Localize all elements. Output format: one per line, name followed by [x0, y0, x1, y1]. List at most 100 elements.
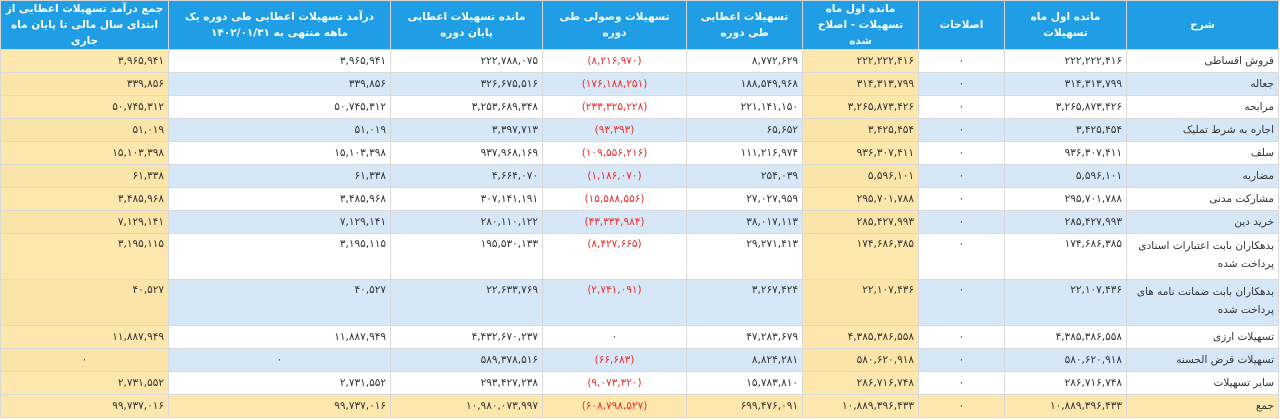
table-row: ۰ ۰ ۵۸۹,۳۷۸,۵۱۶ (۶۶,۶۸۳) ۸,۸۲۴,۲۸۱ ۵۸۰,۶۲۰,۹۱…	[0, 348, 1279, 372]
cell-granted: ۲۹,۲۷۱,۴۱۳	[686, 233, 803, 280]
cell-collected: (۴۳,۳۳۴,۹۸۴)	[542, 210, 687, 234]
cell-granted: ۶۹۹,۴۷۶,۰۹۱	[686, 394, 803, 418]
cell-adjustments: ۰	[918, 141, 1005, 165]
cell-opening-balance: ۵۸۰,۶۲۰,۹۱۸	[1004, 348, 1127, 372]
cell-description: سایر تسهیلات	[1126, 371, 1279, 395]
cell-collected: (۸,۲۱۶,۹۷۰)	[542, 49, 687, 73]
cell-income-month: ۱۱,۸۸۷,۹۴۹	[168, 325, 391, 349]
cell-adjustments: ۰	[918, 72, 1005, 96]
cell-granted: ۱۱۱,۲۱۶,۹۷۴	[686, 141, 803, 165]
cell-closing-balance: ۳۰۷,۱۴۱,۱۹۱	[390, 187, 543, 211]
cell-description: تسهیلات قرض الحسنه	[1126, 348, 1279, 372]
header-opening-balance: مانده اول ماه تسهیلات	[1004, 0, 1127, 50]
cell-granted: ۱۸۸,۵۴۹,۹۶۸	[686, 72, 803, 96]
cell-adjustments: ۰	[918, 49, 1005, 73]
cell-income-month: ۰	[168, 348, 391, 372]
cell-adjusted-opening: ۳,۲۶۵,۸۷۳,۴۲۶	[802, 95, 919, 119]
cell-closing-balance: ۳۲۶,۶۷۵,۵۱۶	[390, 72, 543, 96]
cell-opening-balance: ۲۸۶,۷۱۶,۷۴۸	[1004, 371, 1127, 395]
cell-adjusted-opening: ۳,۴۲۵,۴۵۴	[802, 118, 919, 142]
header-closing-balance: مانده تسهیلات اعطایی پایان دوره	[390, 0, 543, 50]
header-income-month: درآمد تسهیلات اعطایی طی دوره یک ماهه منت…	[168, 0, 391, 50]
cell-adjusted-opening: ۲۲,۱۰۷,۴۳۶	[802, 279, 919, 326]
table-row: ۵۱,۰۱۹ ۵۱,۰۱۹ ۳,۳۹۷,۷۱۳ (۹۳,۳۹۳) ۶۵,۶۵۲ ۳,۴۲۵…	[0, 118, 1279, 142]
table-row: ۷,۱۲۹,۱۴۱ ۷,۱۲۹,۱۴۱ ۲۸۰,۱۱۰,۱۲۲ (۴۳,۳۳۴,۹۸۴…	[0, 210, 1279, 234]
cell-adjusted-opening: ۲۸۵,۴۲۷,۹۹۳	[802, 210, 919, 234]
cell-opening-balance: ۴,۳۸۵,۳۸۶,۵۵۸	[1004, 325, 1127, 349]
cell-closing-balance: ۲۹۳,۴۲۷,۲۳۸	[390, 371, 543, 395]
header-description: شرح	[1126, 0, 1279, 50]
cell-income-ytd: ۱۵,۱۰۳,۳۹۸	[0, 141, 169, 165]
cell-income-ytd: ۷,۱۲۹,۱۴۱	[0, 210, 169, 234]
cell-granted: ۴۷,۲۸۳,۶۷۹	[686, 325, 803, 349]
cell-adjustments: ۰	[918, 118, 1005, 142]
cell-closing-balance: ۴,۶۶۴,۰۷۰	[390, 164, 543, 188]
cell-description: بدهکاران بابت اعتبارات اسنادی پرداخت شده	[1126, 233, 1279, 280]
cell-closing-balance: ۲۲,۶۳۳,۷۶۹	[390, 279, 543, 326]
cell-income-ytd: ۶۱,۳۳۸	[0, 164, 169, 188]
cell-opening-balance: ۲۸۵,۴۲۷,۹۹۳	[1004, 210, 1127, 234]
cell-adjustments: ۰	[918, 187, 1005, 211]
cell-granted: ۳۸,۰۱۷,۱۱۳	[686, 210, 803, 234]
cell-adjustments: ۰	[918, 279, 1005, 326]
cell-income-month: ۹۹,۷۳۷,۰۱۶	[168, 394, 391, 418]
header-collected: تسهیلات وصولی طی دوره	[542, 0, 687, 50]
cell-description: مشارکت مدنی	[1126, 187, 1279, 211]
table-body: ۳,۹۶۵,۹۴۱ ۳,۹۶۵,۹۴۱ ۲۲۲,۷۸۸,۰۷۵ (۸,۲۱۶,۹۷۰)…	[0, 49, 1279, 418]
cell-description: جمع	[1126, 394, 1279, 418]
cell-opening-balance: ۲۲,۱۰۷,۴۳۶	[1004, 279, 1127, 326]
cell-granted: ۸,۷۷۲,۶۲۹	[686, 49, 803, 73]
cell-closing-balance: ۴,۴۳۲,۶۷۰,۲۳۷	[390, 325, 543, 349]
table-row: ۴۰,۵۲۷ ۴۰,۵۲۷ ۲۲,۶۳۳,۷۶۹ (۲,۷۴۱,۰۹۱) ۳,۲۶۷,۴…	[0, 279, 1279, 326]
table-row: ۵۰,۷۴۵,۳۱۲ ۵۰,۷۴۵,۳۱۲ ۳,۲۵۳,۶۸۹,۳۴۸ (۲۳۳,۳۲…	[0, 95, 1279, 119]
cell-description: سلف	[1126, 141, 1279, 165]
cell-adjusted-opening: ۱۷۴,۶۸۶,۳۸۵	[802, 233, 919, 280]
cell-granted: ۲۲۱,۱۴۱,۱۵۰	[686, 95, 803, 119]
cell-collected: (۲۳۳,۳۲۵,۲۲۸)	[542, 95, 687, 119]
cell-granted: ۶۵,۶۵۲	[686, 118, 803, 142]
table-row: ۱۱,۸۸۷,۹۴۹ ۱۱,۸۸۷,۹۴۹ ۴,۴۳۲,۶۷۰,۲۳۷ ۰ ۴۷,۲۸۳…	[0, 325, 1279, 349]
cell-granted: ۲۵۴,۰۳۹	[686, 164, 803, 188]
table-header-row: جمع درآمد تسهیلات اعطایی از ابتدای سال م…	[0, 0, 1279, 50]
cell-adjusted-opening: ۳۱۴,۳۱۳,۷۹۹	[802, 72, 919, 96]
table-row: ۲,۷۳۱,۵۵۲ ۲,۷۳۱,۵۵۲ ۲۹۳,۴۲۷,۲۳۸ (۹,۰۷۳,۳۲۰)…	[0, 371, 1279, 395]
cell-granted: ۱۵,۷۸۳,۸۱۰	[686, 371, 803, 395]
cell-income-month: ۵۰,۷۴۵,۳۱۲	[168, 95, 391, 119]
cell-income-month: ۲,۷۳۱,۵۵۲	[168, 371, 391, 395]
cell-income-month: ۳۳۹,۸۵۶	[168, 72, 391, 96]
cell-opening-balance: ۲۹۵,۷۰۱,۷۸۸	[1004, 187, 1127, 211]
table-row: ۱۵,۱۰۳,۳۹۸ ۱۵,۱۰۳,۳۹۸ ۹۳۷,۹۶۸,۱۶۹ (۱۰۹,۵۵۶,…	[0, 141, 1279, 165]
cell-income-ytd: ۹۹,۷۳۷,۰۱۶	[0, 394, 169, 418]
header-adjusted-opening: مانده اول ماه تسهیلات - اصلاح شده	[802, 0, 919, 50]
cell-collected: (۹۳,۳۹۳)	[542, 118, 687, 142]
cell-description: بدهکاران بابت ضمانت نامه های پرداخت شده	[1126, 279, 1279, 326]
cell-income-month: ۴۰,۵۲۷	[168, 279, 391, 326]
cell-closing-balance: ۱۹۵,۵۳۰,۱۳۳	[390, 233, 543, 280]
header-adjustments: اصلاحات	[918, 0, 1005, 50]
cell-adjustments: ۰	[918, 233, 1005, 280]
cell-opening-balance: ۱۰,۸۸۹,۳۹۶,۴۳۳	[1004, 394, 1127, 418]
cell-income-ytd: ۳۳۹,۸۵۶	[0, 72, 169, 96]
cell-opening-balance: ۹۳۶,۳۰۷,۴۱۱	[1004, 141, 1127, 165]
cell-adjustments: ۰	[918, 325, 1005, 349]
cell-income-month: ۶۱,۳۳۸	[168, 164, 391, 188]
cell-opening-balance: ۵,۵۹۶,۱۰۱	[1004, 164, 1127, 188]
cell-opening-balance: ۳,۲۶۵,۸۷۳,۴۲۶	[1004, 95, 1127, 119]
cell-granted: ۳,۲۶۷,۴۲۴	[686, 279, 803, 326]
cell-opening-balance: ۱۷۴,۶۸۶,۳۸۵	[1004, 233, 1127, 280]
cell-adjustments: ۰	[918, 210, 1005, 234]
cell-description: فروش اقساطی	[1126, 49, 1279, 73]
cell-collected: (۹,۰۷۳,۳۲۰)	[542, 371, 687, 395]
cell-income-month: ۵۱,۰۱۹	[168, 118, 391, 142]
cell-granted: ۸,۸۲۴,۲۸۱	[686, 348, 803, 372]
cell-income-ytd: ۳,۴۸۵,۹۶۸	[0, 187, 169, 211]
cell-income-month: ۷,۱۲۹,۱۴۱	[168, 210, 391, 234]
cell-collected: (۱۰۹,۵۵۶,۲۱۶)	[542, 141, 687, 165]
cell-closing-balance: ۵۸۹,۳۷۸,۵۱۶	[390, 348, 543, 372]
cell-collected: (۶۰۸,۷۹۸,۵۲۷)	[542, 394, 687, 418]
cell-adjustments: ۰	[918, 164, 1005, 188]
cell-income-ytd: ۵۰,۷۴۵,۳۱۲	[0, 95, 169, 119]
table-row: ۳,۱۹۵,۱۱۵ ۳,۱۹۵,۱۱۵ ۱۹۵,۵۳۰,۱۳۳ (۸,۴۲۷,۶۶۵)…	[0, 233, 1279, 280]
cell-income-ytd: ۳,۱۹۵,۱۱۵	[0, 233, 169, 280]
cell-closing-balance: ۹۳۷,۹۶۸,۱۶۹	[390, 141, 543, 165]
